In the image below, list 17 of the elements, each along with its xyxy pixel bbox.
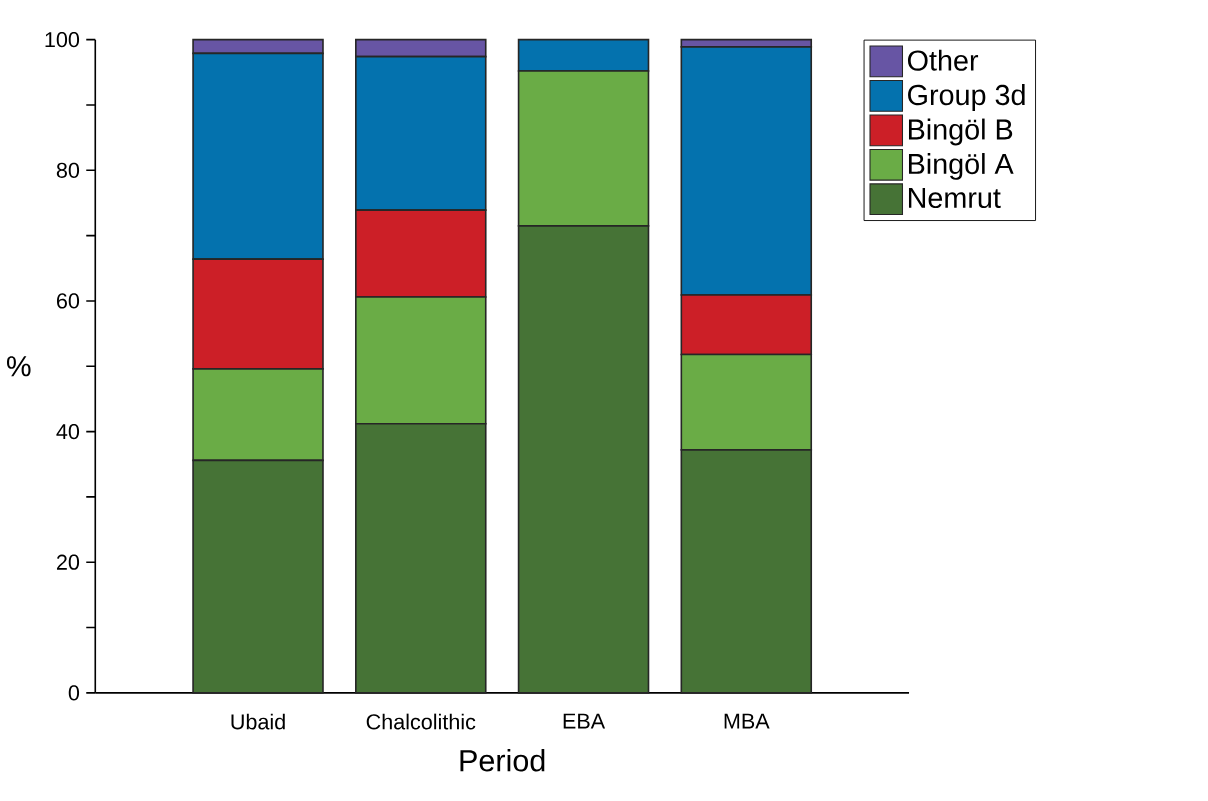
- legend-label: Nemrut: [908, 187, 1001, 209]
- legend-label: Group 3d: [908, 84, 1025, 111]
- y-tick-label: 20: [56, 554, 80, 570]
- legend-label: Bingöl A: [908, 152, 1014, 180]
- legend-label: Other: [907, 49, 979, 71]
- x-tick-label: EBA: [563, 713, 606, 729]
- x-tick-label: Ubaid: [231, 713, 285, 730]
- y-axis-title: %: [7, 356, 31, 377]
- y-tick-label: 80: [56, 162, 80, 178]
- legend-label: Bingöl B: [908, 118, 1013, 146]
- x-axis-title: Period: [460, 749, 545, 772]
- y-tick-label: 60: [57, 293, 80, 309]
- y-tick-label: 100: [45, 31, 80, 48]
- x-tick-label: MBA: [724, 713, 770, 729]
- y-tick-label: 40: [56, 423, 80, 440]
- y-tick-label: 0: [68, 685, 80, 701]
- x-tick-label: Chalcolithic: [366, 713, 476, 730]
